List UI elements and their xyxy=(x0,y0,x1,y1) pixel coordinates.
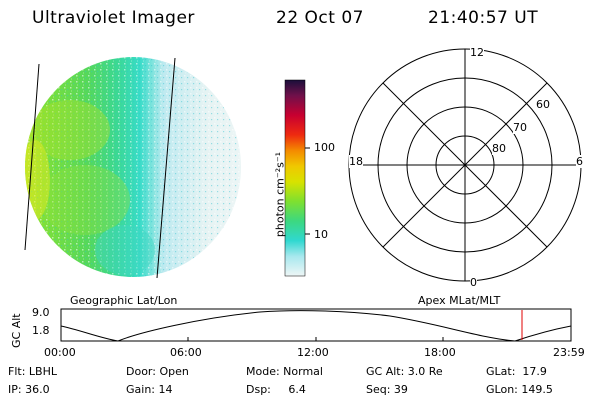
geographic-panel-label: Geographic Lat/Lon xyxy=(70,294,178,307)
time-label: 21:40:57 UT xyxy=(428,8,539,28)
altitude-ytick-high: 9.0 xyxy=(32,306,50,319)
altitude-ylabel: GC Alt xyxy=(10,313,23,348)
lat-label-80: 80 xyxy=(492,142,506,155)
mlt-label-12: 12 xyxy=(470,46,484,59)
altitude-ytick-low: 1.8 xyxy=(32,324,50,337)
mlt-label-0: 0 xyxy=(470,276,477,289)
apex-panel-label: Apex MLat/MLT xyxy=(418,294,501,307)
x-tick-0000: 00:00 xyxy=(44,346,76,359)
altitude-plot xyxy=(60,308,572,342)
info-flt: Flt: LBHL xyxy=(8,365,57,378)
app-title: Ultraviolet Imager xyxy=(32,8,195,28)
info-dsp: Dsp: 6.4 xyxy=(246,383,306,396)
info-door: Door: Open xyxy=(126,365,189,378)
info-gc-alt: GC Alt: 3.0 Re xyxy=(366,365,443,378)
colorbar-tick-10: 10 xyxy=(314,228,328,241)
x-tick-1200: 12:00 xyxy=(297,346,329,359)
info-seq: Seq: 39 xyxy=(366,383,408,396)
info-ip: IP: 36.0 xyxy=(8,383,50,396)
info-mode: Mode: Normal xyxy=(246,365,323,378)
altitude-curve xyxy=(60,310,572,342)
date-label: 22 Oct 07 xyxy=(276,8,364,28)
info-gain: Gain: 14 xyxy=(126,383,173,396)
colorbar-unit-label: photon cm⁻²s⁻¹ xyxy=(273,151,287,238)
x-tick-0600: 06:00 xyxy=(170,346,202,359)
info-glon: GLon: 149.5 xyxy=(486,383,553,396)
colorbar-tick-100: 100 xyxy=(314,141,335,154)
info-glat: GLat: 17.9 xyxy=(486,365,547,378)
mlt-label-6: 6 xyxy=(576,155,583,168)
lat-label-60: 60 xyxy=(536,98,550,111)
x-tick-2359: 23:59 xyxy=(553,346,585,359)
mlt-label-18: 18 xyxy=(349,155,363,168)
polar-plot xyxy=(348,48,582,282)
colorbar xyxy=(284,79,310,277)
geographic-image xyxy=(24,57,241,279)
x-tick-1800: 18:00 xyxy=(424,346,456,359)
lat-label-70: 70 xyxy=(513,121,527,134)
